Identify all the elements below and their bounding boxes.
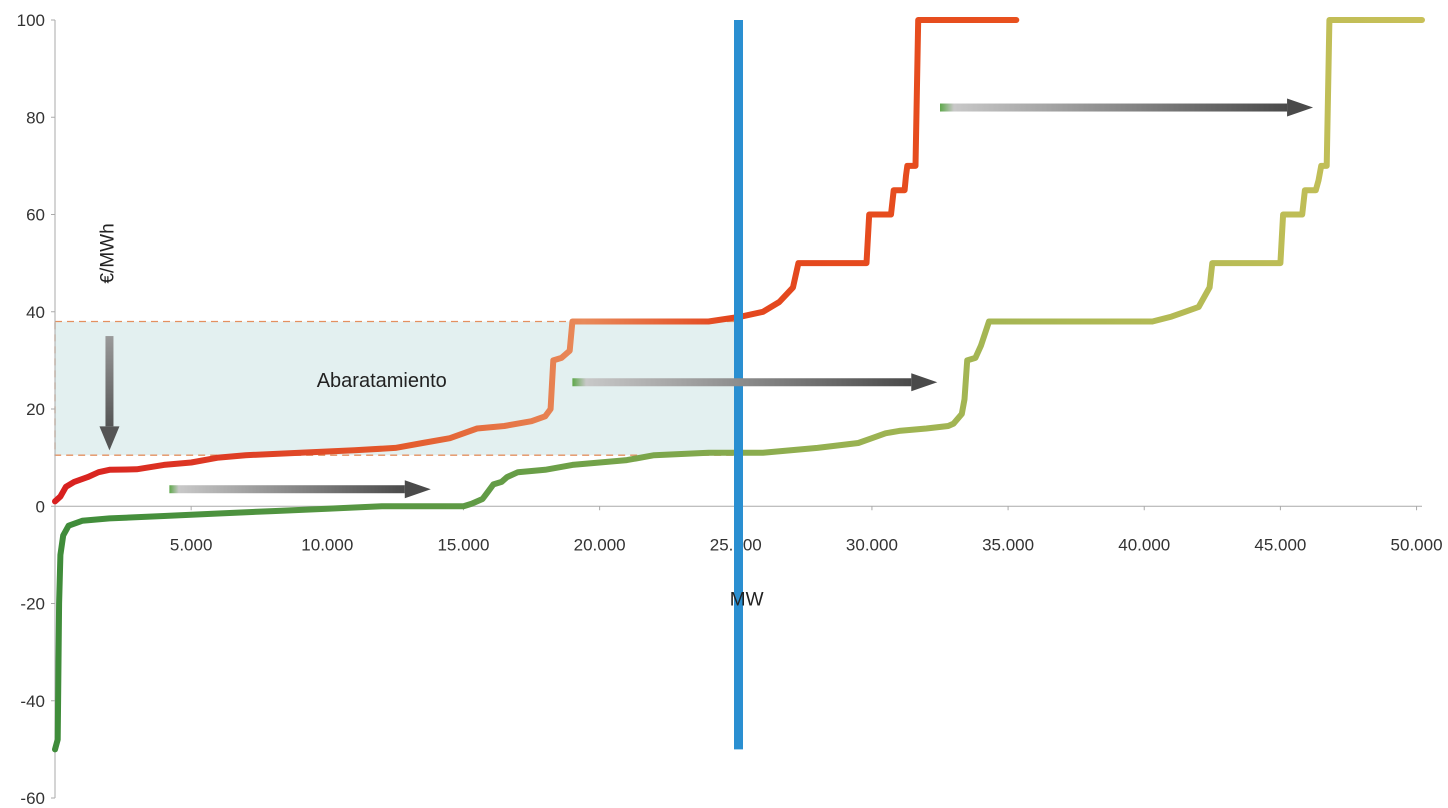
x-tick-label: 20.000 bbox=[574, 535, 626, 554]
series-line-red bbox=[52, 17, 1020, 505]
arrow-right-head bbox=[911, 373, 938, 392]
x-tick-label: 50.000 bbox=[1391, 535, 1443, 554]
x-tick-labels: 5.00010.00015.00020.00025.00030.00035.00… bbox=[170, 535, 1443, 554]
y-tick-label: 60 bbox=[26, 206, 45, 225]
arrow-right-shaft bbox=[169, 485, 405, 494]
x-axis-label: MW bbox=[730, 590, 764, 611]
arrow-down-shaft bbox=[105, 336, 114, 427]
y-tick-label: 80 bbox=[26, 108, 45, 127]
y-tick-label: 0 bbox=[36, 497, 45, 516]
x-tick-label: 35.000 bbox=[982, 535, 1034, 554]
series-line-green bbox=[52, 17, 1425, 753]
arrows bbox=[99, 98, 1314, 499]
y-tick-label: -40 bbox=[20, 692, 45, 711]
x-tick-label: 45.000 bbox=[1254, 535, 1306, 554]
y-axis-label: €/MWh bbox=[98, 223, 119, 283]
y-tick-label: 100 bbox=[17, 11, 45, 30]
shaded-region bbox=[54, 320, 742, 456]
y-tick-labels: 100 80 60 40 20 0 -20 -40 -60 bbox=[17, 11, 45, 808]
arrow-right-head bbox=[404, 480, 431, 499]
y-tick-label: 40 bbox=[26, 303, 45, 322]
y-tick-label: 20 bbox=[26, 400, 45, 419]
arrow-right-shaft bbox=[940, 103, 1288, 112]
shaded-region-label: Abaratamiento bbox=[317, 370, 447, 392]
arrow-right-shaft bbox=[572, 378, 912, 387]
x-tick-label: 15.000 bbox=[437, 535, 489, 554]
y-tick-label: -20 bbox=[20, 595, 45, 614]
arrow-down-head bbox=[99, 426, 120, 451]
x-tick-label: 5.000 bbox=[170, 535, 213, 554]
y-tick-label: -60 bbox=[20, 789, 45, 808]
arrow-right-head bbox=[1287, 98, 1314, 117]
x-tick-label: 30.000 bbox=[846, 535, 898, 554]
x-tick-label: 40.000 bbox=[1118, 535, 1170, 554]
x-tick-label: 10.000 bbox=[301, 535, 353, 554]
